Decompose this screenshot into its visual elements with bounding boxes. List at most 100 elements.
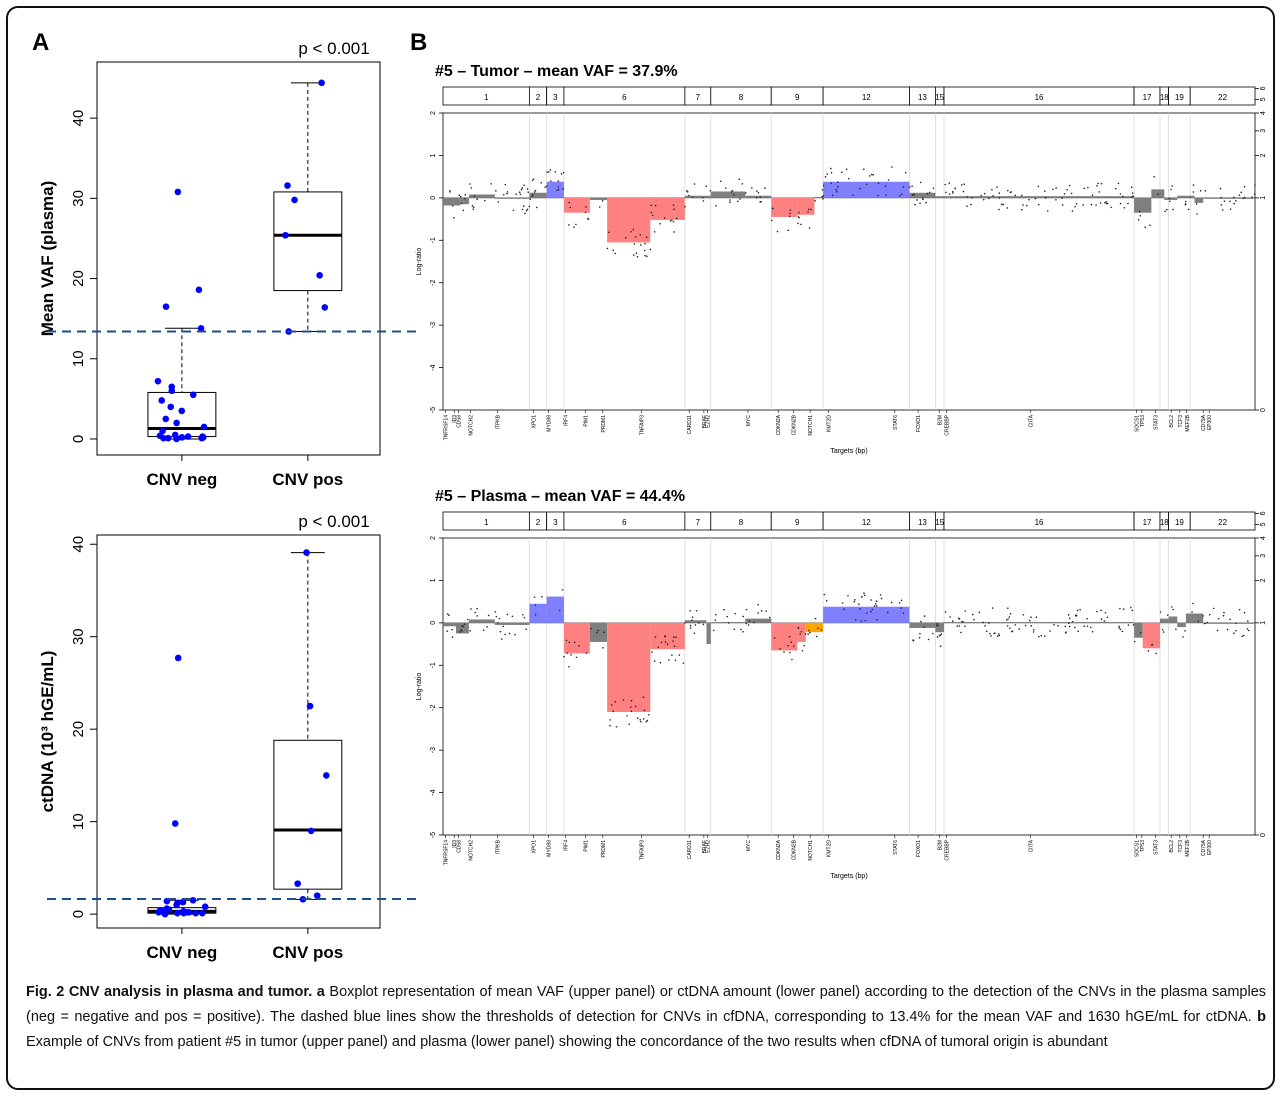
p-value-label: p < 0.001 [298, 39, 369, 58]
target-dot [944, 183, 947, 186]
cnv-segment [706, 622, 711, 645]
panel-label-a: A [32, 29, 49, 56]
target-dot [1052, 188, 1054, 191]
target-dot [898, 195, 901, 197]
right-tick-label: 3 [1260, 129, 1267, 133]
target-dot [779, 648, 781, 650]
target-dot [954, 187, 956, 190]
target-dot [971, 613, 974, 616]
target-dot [719, 180, 722, 183]
target-label: CREBBP [945, 414, 951, 435]
target-dot [1157, 193, 1159, 196]
target-dot [873, 605, 876, 607]
target-label: PIM1 [584, 840, 590, 852]
chromosome-label: 6 [622, 518, 627, 527]
target-dot [630, 706, 632, 708]
y-tick-label: 10 [70, 813, 87, 830]
target-dot [1075, 614, 1078, 617]
target-dot [998, 633, 1000, 635]
target-dot [864, 620, 867, 622]
target-dot [524, 212, 526, 215]
target-dot [753, 621, 755, 624]
data-point [174, 188, 182, 196]
target-dot [693, 183, 696, 185]
chromosome-label: 15 [935, 93, 944, 102]
target-dot [841, 602, 844, 604]
target-dot [688, 194, 690, 197]
x-tick-label: CNV pos [272, 943, 343, 962]
cnv-segment [745, 618, 772, 623]
target-dot [1217, 617, 1220, 620]
target-dot [653, 660, 656, 662]
target-dot [1071, 620, 1074, 623]
target-dot [1133, 640, 1136, 643]
target-dot [1014, 624, 1017, 626]
data-point [192, 909, 200, 917]
target-label: FOXO1 [916, 415, 922, 432]
target-dot [988, 197, 990, 200]
target-dot [636, 717, 639, 719]
target-dot [612, 249, 615, 252]
target-dot [817, 627, 819, 630]
cnv-segment [909, 192, 936, 198]
target-dot [887, 611, 889, 614]
box [273, 191, 343, 292]
target-dot [587, 218, 590, 221]
target-dot [916, 199, 918, 201]
data-point [282, 231, 289, 239]
target-label: BRAF [702, 840, 708, 853]
chromosome-label: 8 [739, 93, 744, 102]
target-dot [531, 179, 534, 182]
y-tick-label: 10 [70, 350, 87, 367]
target-dot [1114, 187, 1117, 190]
target-dot [521, 613, 524, 616]
target-dot [1202, 615, 1204, 617]
target-dot [845, 168, 848, 171]
target-dot [1233, 202, 1235, 205]
y-tick-label: -4 [430, 364, 437, 370]
plot-frame [442, 112, 1256, 411]
target-dot [984, 625, 986, 627]
target-dot [645, 720, 648, 723]
target-label: CDKN2B [792, 839, 798, 860]
target-dot [1208, 613, 1211, 616]
target-dot [797, 627, 800, 630]
target-dot [847, 594, 849, 597]
target-dot [556, 189, 558, 191]
target-label: IRF4 [564, 415, 570, 426]
target-dot [830, 172, 833, 174]
target-dot [1127, 624, 1130, 626]
right-tick-label: 6 [1260, 86, 1267, 90]
target-dot [541, 596, 543, 598]
target-dot [745, 608, 748, 611]
y-tick-label: -2 [430, 280, 437, 286]
target-dot [988, 622, 990, 624]
target-dot [787, 644, 789, 647]
target-dot [998, 197, 1001, 199]
target-label: NOTCH2 [469, 840, 475, 861]
target-dot [446, 630, 449, 632]
target-label: CDKN2A [776, 839, 782, 860]
target-label: ID3 [452, 840, 458, 848]
target-label: CIITA [1028, 839, 1034, 852]
target-dot [821, 195, 823, 198]
cnv-segment [443, 197, 461, 206]
target-dot [980, 194, 982, 197]
target-label: CD58 [457, 415, 463, 428]
target-dot [448, 614, 450, 617]
y-tick-label: 2 [430, 536, 437, 540]
cnv-segment [684, 620, 707, 623]
data-point [321, 304, 329, 311]
target-dot [526, 188, 529, 190]
target-dot [520, 188, 523, 191]
target-dot [527, 191, 530, 193]
target-dot [557, 180, 560, 182]
y-axis-label: Mean VAF (plasma) [38, 181, 57, 337]
target-dot [671, 654, 673, 656]
target-dot [879, 594, 882, 596]
target-dot [633, 254, 635, 256]
target-dot [472, 208, 475, 210]
target-dot [971, 196, 974, 199]
target-dot [609, 724, 611, 727]
data-point [197, 324, 205, 332]
